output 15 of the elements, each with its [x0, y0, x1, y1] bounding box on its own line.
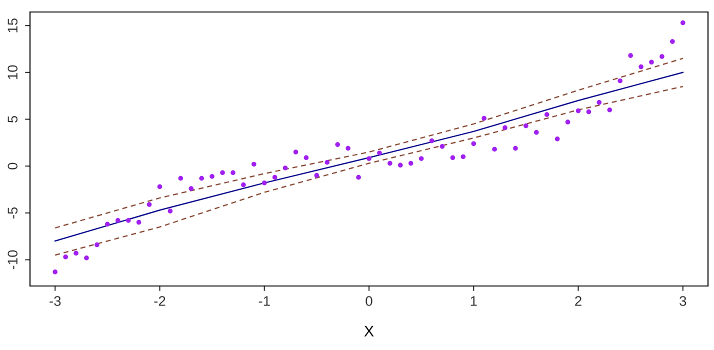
- line-series: [54, 86, 684, 256]
- y-tick-label: 10: [8, 65, 18, 80]
- x-tick-label: -1: [258, 296, 270, 306]
- y-tick-label: 0: [8, 162, 18, 170]
- x-tick-label: -3: [50, 296, 61, 306]
- x-tick-label: 1: [470, 296, 477, 306]
- x-tick-label: 0: [366, 296, 372, 306]
- x-tick-label: 3: [680, 296, 686, 306]
- x-tick-label: 2: [575, 296, 582, 306]
- y-tick-label: -5: [8, 207, 18, 218]
- x-tick-label: -2: [154, 296, 166, 306]
- x-axis-title: X: [364, 326, 374, 336]
- y-tick-label: 5: [8, 116, 18, 123]
- y-tick-label: 15: [8, 18, 18, 32]
- y-tick-label: -10: [8, 250, 18, 270]
